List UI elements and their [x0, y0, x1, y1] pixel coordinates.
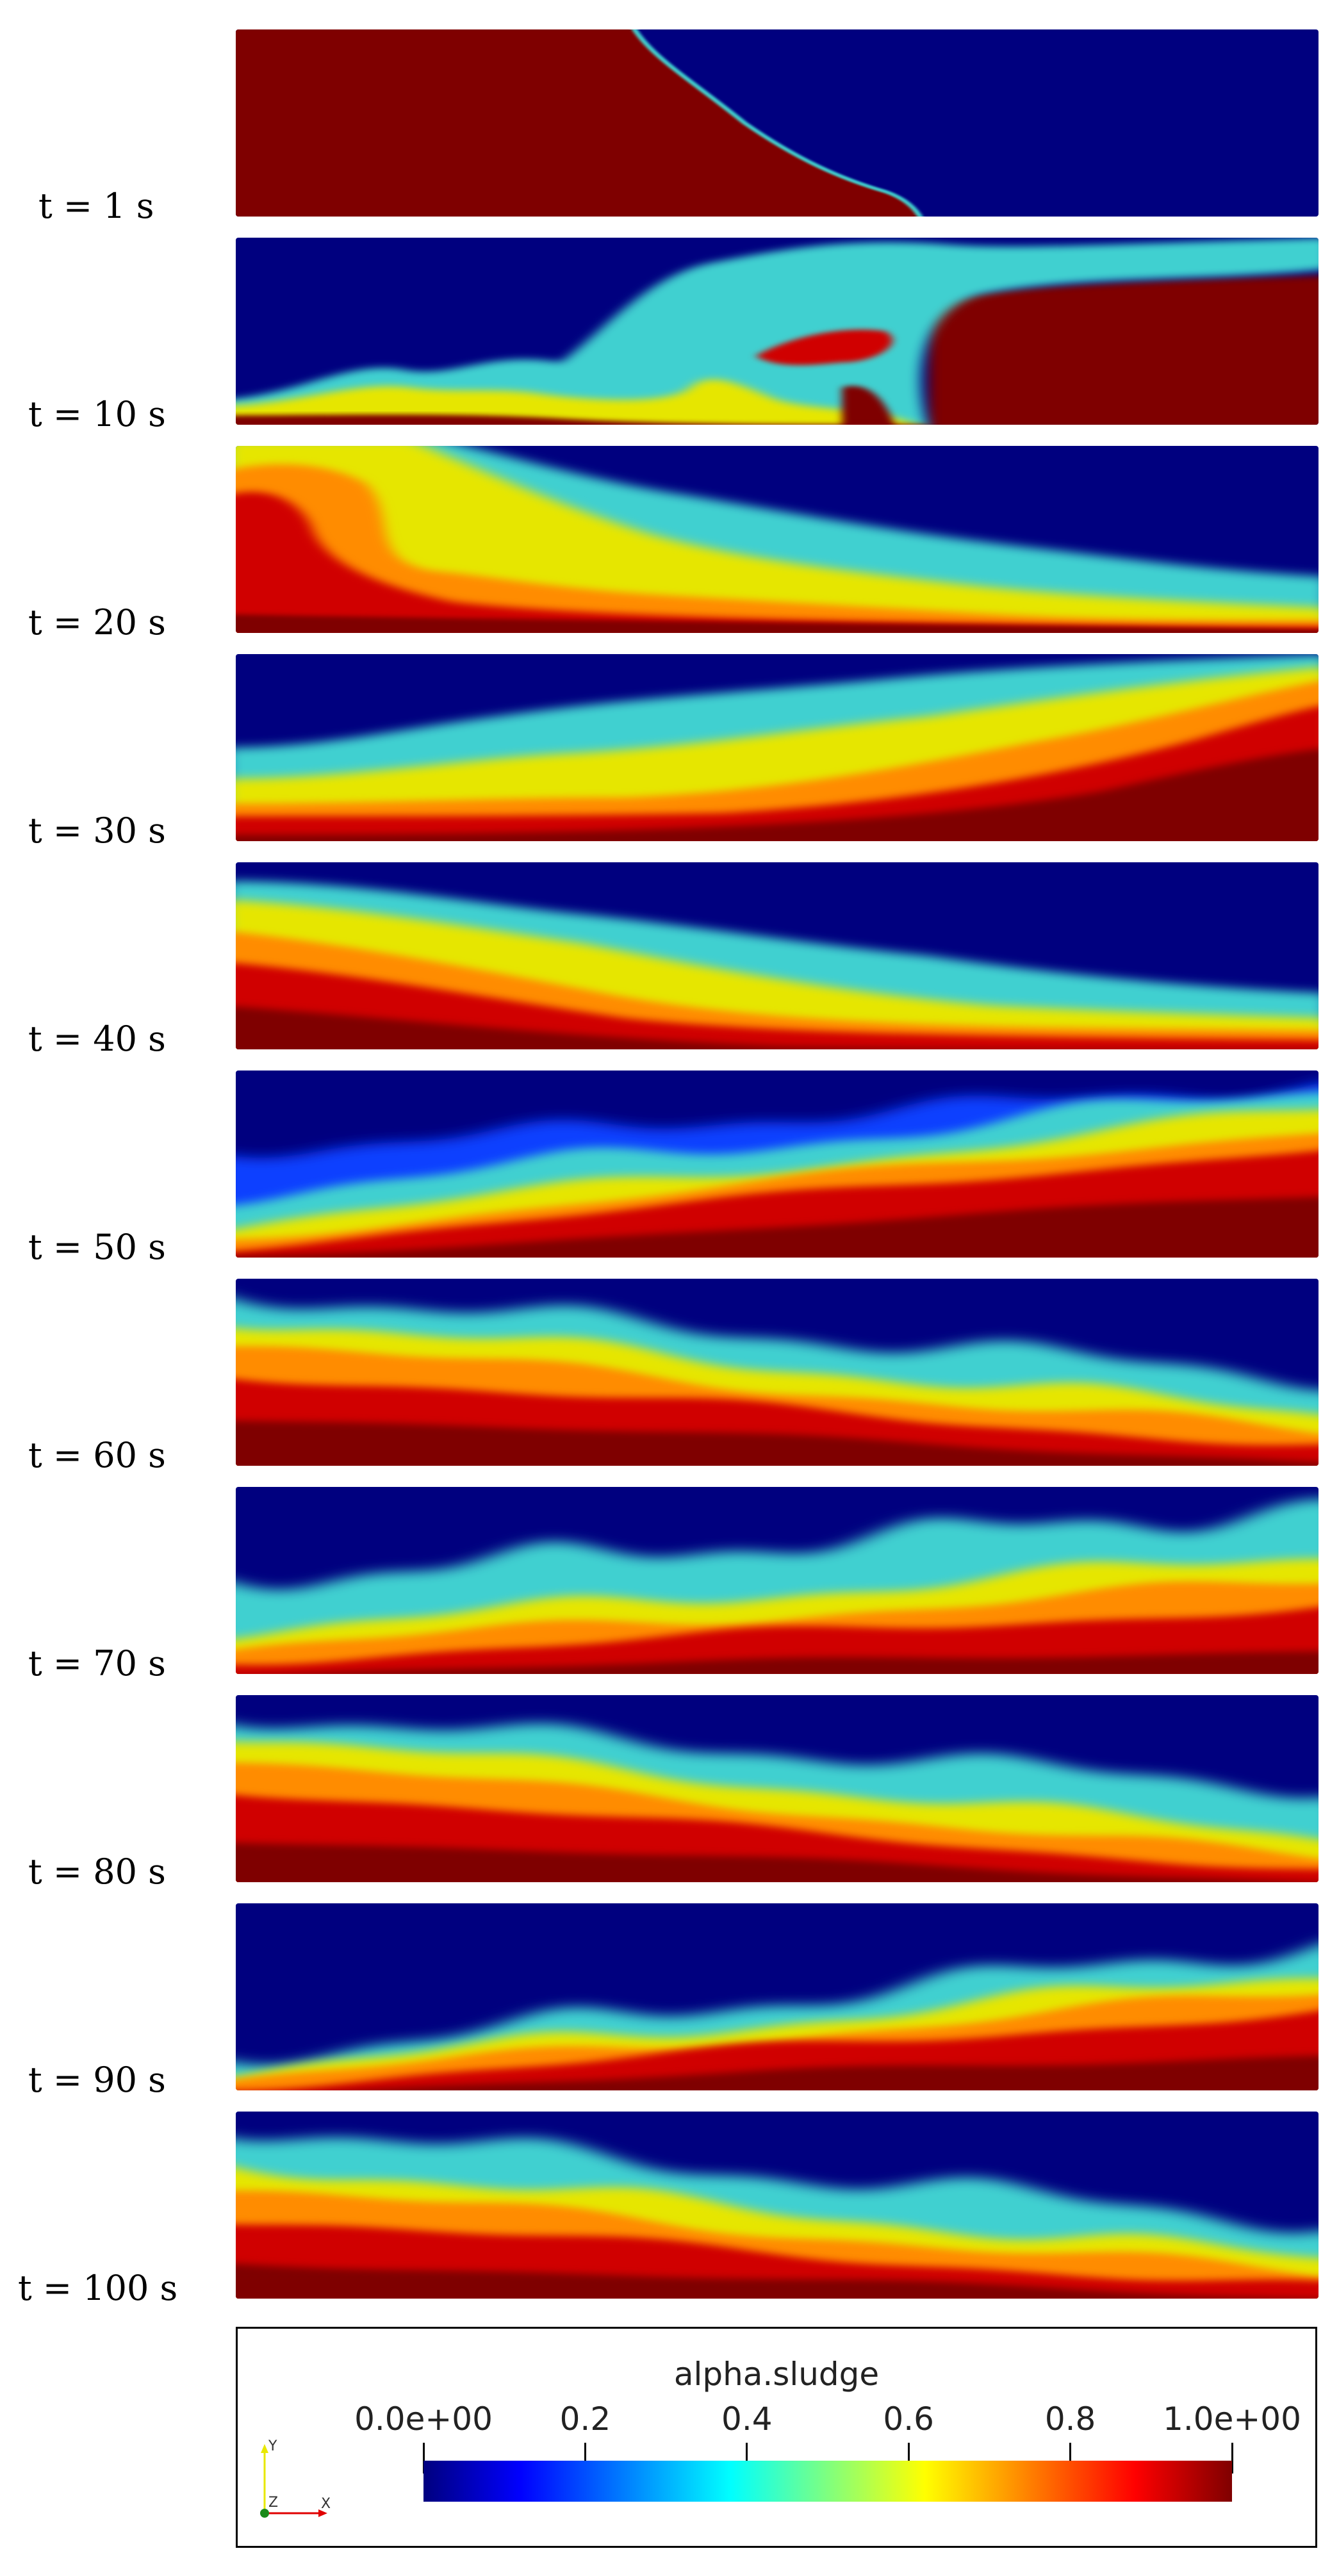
colorbar-tick-mark [1231, 2443, 1233, 2473]
axis-z-label: Z [268, 2495, 278, 2511]
snapshot-row: t = 90 s [0, 1903, 1339, 2100]
snapshot-row: t = 30 s [0, 654, 1339, 851]
colorbar-tick-mark [1069, 2443, 1072, 2473]
contour-panel [236, 862, 1318, 1049]
colorbar-tick-label: 0.4 [721, 2400, 773, 2438]
time-label: t = 70 s [28, 1643, 166, 1684]
contour-field [236, 1487, 1318, 1674]
snapshot-row: t = 70 s [0, 1487, 1339, 1684]
time-label: t = 10 s [28, 394, 166, 434]
colorbar-tick-mark [907, 2443, 910, 2473]
colorbar-tick-mark [422, 2443, 425, 2473]
snapshot-row: t = 80 s [0, 1695, 1339, 1892]
contour-panel [236, 29, 1318, 217]
snapshot-row: t = 20 s [0, 446, 1339, 643]
contour-field [236, 1695, 1318, 1882]
contour-field [236, 238, 1318, 425]
contour-panel [236, 1487, 1318, 1674]
contour-field [236, 2112, 1318, 2299]
colorbar-tick-label: 1.0e+00 [1163, 2400, 1301, 2438]
time-label: t = 20 s [28, 602, 166, 643]
contour-panel [236, 1071, 1318, 1258]
colorbar-tick-label: 0.8 [1044, 2400, 1096, 2438]
snapshot-row: t = 1 s [0, 29, 1339, 226]
time-label: t = 40 s [28, 1019, 166, 1059]
colorbar-tick-mark [746, 2443, 748, 2473]
time-label: t = 90 s [28, 2060, 166, 2100]
axis-orientation-triad: Y X Z [257, 2425, 353, 2527]
contour-field [236, 1071, 1318, 1258]
time-label: t = 1 s [38, 186, 154, 226]
colorbar-title: alpha.sludge [673, 2356, 880, 2393]
contour-field [236, 1903, 1318, 2090]
contour-panel [236, 1279, 1318, 1466]
snapshot-row: t = 10 s [0, 238, 1339, 434]
time-label: t = 80 s [28, 1851, 166, 1892]
time-label: t = 60 s [28, 1435, 166, 1475]
contour-panel [236, 2112, 1318, 2299]
contour-panel [236, 446, 1318, 633]
snapshot-row: t = 50 s [0, 1071, 1339, 1267]
contour-field [236, 654, 1318, 841]
contour-panel [236, 654, 1318, 841]
snapshot-row: t = 60 s [0, 1279, 1339, 1475]
axis-x-label: X [321, 2496, 331, 2512]
time-label: t = 30 s [28, 810, 166, 851]
colorbar-tick-label: 0.2 [559, 2400, 611, 2438]
colorbar-tick-label: 0.0e+00 [354, 2400, 493, 2438]
time-label: t = 100 s [18, 2268, 178, 2308]
snapshot-row: t = 100 s [0, 2112, 1339, 2308]
contour-field [236, 1279, 1318, 1466]
contour-panel [236, 1695, 1318, 1882]
colorbar-legend: alpha.sludge 0.0e+00 0.2 0.4 0.6 0.8 1.0e+00 … [236, 2327, 1317, 2548]
contour-panel [236, 1903, 1318, 2090]
contour-panel [236, 238, 1318, 425]
contour-field [236, 862, 1318, 1049]
colorbar-tick-label: 0.6 [883, 2400, 934, 2438]
colorbar-tick-mark [584, 2443, 586, 2473]
contour-field [236, 29, 1318, 217]
contour-field [236, 446, 1318, 633]
snapshot-row: t = 40 s [0, 862, 1339, 1059]
colorbar-gradient [423, 2461, 1232, 2502]
axis-y-label: Y [268, 2438, 277, 2454]
time-label: t = 50 s [28, 1227, 166, 1267]
